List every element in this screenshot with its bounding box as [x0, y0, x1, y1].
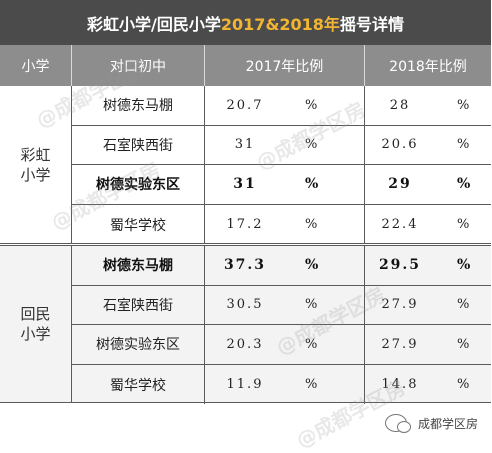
middle-school-name: 蜀华学校 [72, 204, 205, 245]
footer-account-name: 成都学区房 [418, 416, 479, 431]
middle-school-name: 树德东马棚 [72, 86, 205, 125]
ratio-2018-unit: % [457, 176, 471, 193]
ratio-2018-value: 29 [388, 176, 412, 193]
ratio-2018-value: 28 [389, 97, 411, 113]
ratio-2017-value: 31 [234, 137, 256, 153]
table-title: 彩虹小学/回民小学 2017&2018年 摇号详情 [0, 0, 491, 45]
ratio-2017-unit: % [285, 204, 365, 245]
ratio-2017-value: 17.2 [226, 217, 264, 233]
ratio-2018-unit: % [457, 297, 470, 313]
middle-school-name: 蜀华学校 [72, 364, 205, 405]
ratio-2017-unit: % [285, 125, 365, 165]
ratio-2018-value: 27.9 [381, 297, 419, 313]
ratio-2017-unit: % [285, 364, 365, 405]
table-row: 树德东马棚 37.3% 29.5% [72, 246, 491, 286]
table-row: 石室陕西街 31% 20.6% [72, 125, 491, 166]
footer-account: 成都学区房 [385, 410, 478, 436]
title-years: 2017&2018年 [220, 14, 340, 34]
title-suffix: 摇号详情 [339, 14, 404, 34]
school-group: 回民小学 树德东马棚 37.3% 29.5% 石室陕西街 30.5% 27.9% 树德实验东区… [0, 245, 491, 405]
wechat-icon [385, 414, 411, 433]
school-group: 彩虹小学 树德东马棚 20.7% 28% 石室陕西街 31% 20.6% 树德实验东区 31% 2… [0, 86, 491, 245]
ratio-2017-unit: % [285, 86, 365, 125]
ratio-2018-value: 22.4 [381, 217, 419, 233]
ratio-2017-unit: % [285, 325, 365, 364]
middle-school-name: 树德实验东区 [72, 325, 205, 364]
ratio-2018-unit: % [457, 377, 470, 393]
primary-school-name: 彩虹小学 [0, 86, 72, 244]
table-header: 小学 对口初中 2017年比例 2018年比例 [0, 45, 491, 86]
ratio-2018-value: 20.6 [381, 137, 419, 153]
ratio-2017-value: 37.3 [223, 257, 267, 274]
table-row: 树德东马棚 20.7% 28% [72, 86, 491, 126]
table-row: 树德实验东区 31% 29% [72, 165, 491, 205]
ratio-2018-unit: % [457, 336, 470, 352]
ratio-2018-unit: % [457, 137, 470, 153]
table-row: 蜀华学校 17.2% 22.4% [72, 204, 491, 245]
ratio-2017-unit: % [285, 246, 365, 285]
ratio-2018-value: 27.9 [381, 336, 419, 352]
ratio-2017-unit: % [285, 165, 365, 204]
table-row: 蜀华学校 11.9% 14.8% [72, 364, 491, 405]
table-row: 树德实验东区 20.3% 27.9% [72, 325, 491, 365]
ratio-2018-unit: % [457, 257, 471, 274]
ratio-2018-unit: % [457, 217, 470, 233]
middle-school-name: 树德东马棚 [72, 246, 205, 285]
middle-school-name: 石室陕西街 [72, 125, 205, 165]
ratio-2017-value: 11.9 [226, 377, 264, 393]
ratio-2017-value: 20.3 [226, 336, 264, 352]
ratio-2018-unit: % [457, 97, 470, 113]
ratio-2017-value: 30.5 [226, 297, 264, 313]
header-school: 小学 [0, 45, 72, 86]
ratio-2017-value: 31 [233, 176, 257, 193]
header-2018-ratio: 2018年比例 [389, 58, 467, 75]
middle-school-name: 树德实验东区 [72, 165, 205, 204]
table-row: 石室陕西街 30.5% 27.9% [72, 285, 491, 326]
header-middle-school: 对口初中 [72, 45, 205, 86]
ratio-2017-value: 20.7 [226, 97, 264, 113]
header-2017-ratio: 2017年比例 [205, 45, 365, 86]
ratio-2018-value: 29.5 [378, 257, 422, 274]
middle-school-name: 石室陕西街 [72, 285, 205, 325]
title-prefix: 彩虹小学/回民小学 [87, 14, 221, 34]
primary-school-name: 回民小学 [0, 246, 72, 403]
ratio-2017-unit: % [285, 285, 365, 325]
ratio-2018-value: 14.8 [381, 377, 419, 393]
